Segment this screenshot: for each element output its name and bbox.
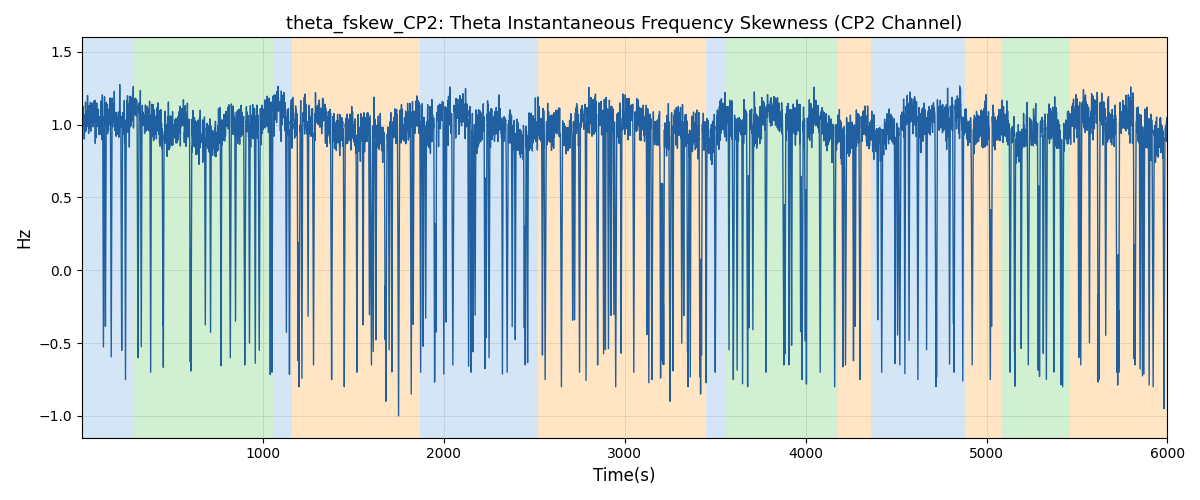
Bar bbox=[838, 38, 871, 438]
Bar bbox=[965, 38, 1001, 438]
Y-axis label: Hz: Hz bbox=[14, 227, 32, 248]
Bar bbox=[871, 38, 965, 438]
Bar bbox=[538, 38, 706, 438]
Title: theta_fskew_CP2: Theta Instantaneous Frequency Skewness (CP2 Channel): theta_fskew_CP2: Theta Instantaneous Fre… bbox=[287, 15, 962, 34]
Bar bbox=[132, 38, 274, 438]
Bar bbox=[726, 38, 838, 438]
Bar bbox=[420, 38, 538, 438]
Bar bbox=[274, 38, 292, 438]
Bar bbox=[1001, 38, 1069, 438]
Bar bbox=[292, 38, 420, 438]
Bar bbox=[82, 38, 132, 438]
Bar bbox=[706, 38, 726, 438]
Bar bbox=[1069, 38, 1168, 438]
X-axis label: Time(s): Time(s) bbox=[594, 467, 656, 485]
